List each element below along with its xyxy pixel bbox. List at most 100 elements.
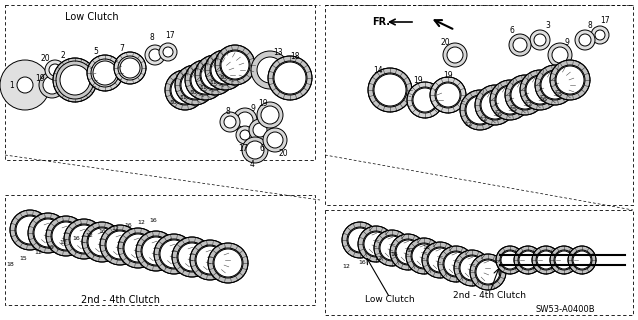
Text: 17: 17 bbox=[238, 143, 248, 153]
Circle shape bbox=[196, 246, 224, 274]
Circle shape bbox=[496, 86, 524, 114]
Text: 8: 8 bbox=[150, 33, 154, 42]
Circle shape bbox=[100, 225, 140, 265]
Circle shape bbox=[438, 246, 474, 282]
Circle shape bbox=[16, 216, 44, 244]
Text: 12: 12 bbox=[85, 233, 93, 237]
Circle shape bbox=[249, 119, 271, 141]
Circle shape bbox=[454, 250, 490, 286]
Circle shape bbox=[575, 30, 595, 50]
Circle shape bbox=[221, 51, 249, 79]
Circle shape bbox=[537, 251, 555, 269]
Text: SW53-A0400B: SW53-A0400B bbox=[535, 306, 595, 315]
Text: 12: 12 bbox=[34, 250, 42, 254]
Text: 10: 10 bbox=[219, 75, 227, 79]
Circle shape bbox=[60, 65, 90, 95]
Circle shape bbox=[46, 216, 86, 256]
Circle shape bbox=[17, 77, 33, 93]
Circle shape bbox=[28, 213, 68, 253]
Text: 12: 12 bbox=[479, 116, 487, 122]
Text: 14: 14 bbox=[373, 66, 383, 75]
Text: 19: 19 bbox=[35, 74, 45, 83]
Circle shape bbox=[368, 68, 412, 112]
Circle shape bbox=[160, 240, 188, 268]
Circle shape bbox=[172, 237, 212, 277]
Circle shape bbox=[93, 61, 117, 85]
Circle shape bbox=[34, 219, 62, 247]
Circle shape bbox=[530, 30, 550, 50]
Circle shape bbox=[513, 38, 527, 52]
Bar bbox=[5, 5, 315, 160]
Text: 16: 16 bbox=[98, 228, 106, 234]
Circle shape bbox=[118, 228, 158, 268]
Circle shape bbox=[178, 243, 206, 271]
Circle shape bbox=[208, 243, 248, 283]
Text: 7: 7 bbox=[119, 44, 124, 52]
Circle shape bbox=[444, 252, 468, 276]
Text: 12: 12 bbox=[374, 255, 382, 260]
Circle shape bbox=[481, 91, 509, 119]
Circle shape bbox=[595, 30, 605, 40]
Text: 2: 2 bbox=[61, 51, 65, 60]
Text: 20: 20 bbox=[440, 37, 450, 46]
Circle shape bbox=[475, 85, 515, 125]
Circle shape bbox=[274, 62, 306, 94]
Circle shape bbox=[145, 45, 165, 65]
Circle shape bbox=[476, 260, 500, 284]
Circle shape bbox=[519, 251, 537, 269]
Circle shape bbox=[257, 57, 283, 83]
Circle shape bbox=[413, 88, 437, 112]
Text: 11: 11 bbox=[199, 84, 207, 90]
Circle shape bbox=[165, 70, 205, 110]
Circle shape bbox=[205, 50, 245, 90]
Circle shape bbox=[124, 234, 152, 262]
Circle shape bbox=[45, 60, 65, 80]
Circle shape bbox=[159, 43, 177, 61]
Text: 1: 1 bbox=[10, 81, 15, 90]
Circle shape bbox=[251, 51, 289, 89]
Text: Low Clutch: Low Clutch bbox=[65, 12, 119, 22]
Circle shape bbox=[511, 81, 539, 109]
Circle shape bbox=[358, 226, 394, 262]
Circle shape bbox=[267, 132, 283, 148]
Text: 16: 16 bbox=[124, 222, 132, 228]
Circle shape bbox=[509, 34, 531, 56]
Circle shape bbox=[541, 71, 569, 99]
Circle shape bbox=[142, 237, 170, 265]
Circle shape bbox=[447, 47, 463, 63]
Circle shape bbox=[154, 234, 194, 274]
Circle shape bbox=[87, 55, 123, 91]
Circle shape bbox=[407, 82, 443, 118]
Text: 16: 16 bbox=[539, 97, 547, 101]
Circle shape bbox=[505, 75, 545, 115]
Circle shape bbox=[470, 254, 506, 290]
Circle shape bbox=[39, 72, 65, 98]
Bar bbox=[325, 210, 633, 315]
Text: 16: 16 bbox=[422, 244, 430, 250]
Circle shape bbox=[236, 126, 254, 144]
Circle shape bbox=[52, 222, 80, 250]
Circle shape bbox=[211, 56, 239, 84]
Circle shape bbox=[466, 96, 494, 124]
Text: 16: 16 bbox=[46, 244, 54, 250]
Circle shape bbox=[120, 58, 140, 78]
Circle shape bbox=[568, 246, 596, 274]
Circle shape bbox=[106, 231, 134, 259]
Text: 16: 16 bbox=[358, 260, 366, 265]
Circle shape bbox=[237, 112, 253, 128]
Text: 12: 12 bbox=[59, 239, 67, 244]
Circle shape bbox=[257, 102, 283, 128]
Text: 19: 19 bbox=[413, 76, 423, 84]
Text: 6: 6 bbox=[510, 26, 514, 35]
Circle shape bbox=[550, 60, 590, 100]
Circle shape bbox=[64, 219, 104, 259]
Text: 2nd - 4th Clutch: 2nd - 4th Clutch bbox=[80, 295, 160, 305]
Circle shape bbox=[171, 76, 199, 104]
Text: 18: 18 bbox=[6, 262, 14, 268]
Circle shape bbox=[88, 228, 116, 256]
Circle shape bbox=[534, 34, 546, 46]
Circle shape bbox=[253, 123, 267, 137]
Text: 9: 9 bbox=[565, 37, 570, 46]
Text: 18: 18 bbox=[554, 92, 562, 97]
Circle shape bbox=[233, 108, 257, 132]
